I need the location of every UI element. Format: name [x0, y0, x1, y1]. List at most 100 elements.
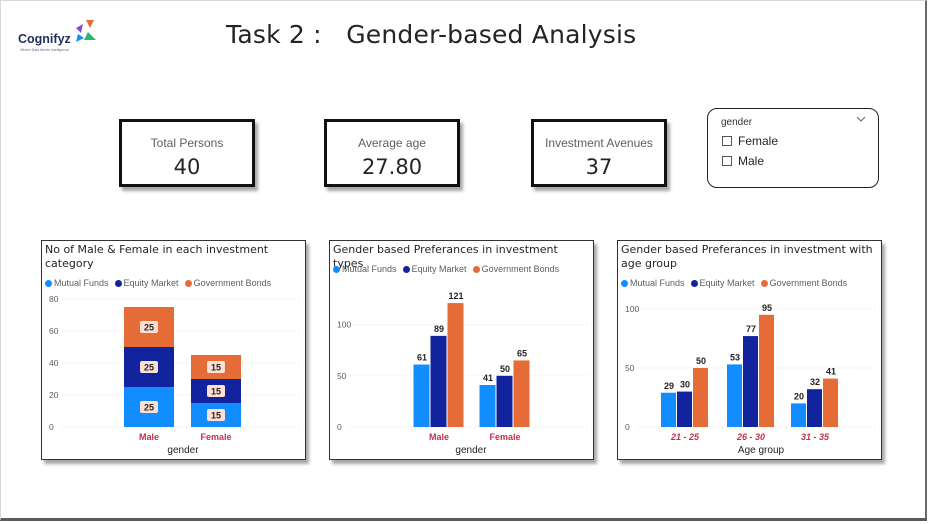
company-logo: Cognifyz Where Data Meets Intelligence: [18, 18, 98, 56]
x-axis-title: gender: [455, 445, 487, 456]
x-category-label: Male: [139, 432, 159, 442]
kpi-value: 37: [585, 155, 613, 179]
data-label: 41: [483, 373, 493, 383]
slicer-option-label: Female: [738, 134, 779, 148]
y-tick-label: 40: [49, 358, 59, 368]
legend-label: Mutual Funds: [342, 264, 397, 274]
data-label: 50: [500, 364, 510, 374]
data-label: 95: [762, 303, 772, 313]
bar: [759, 314, 774, 427]
y-tick-label: 60: [49, 326, 59, 336]
chart-title: No of Male & Female in each investment c…: [45, 243, 269, 270]
data-label-box: [207, 385, 225, 397]
data-label-box: [207, 409, 225, 421]
legend-item[interactable]: Government Bonds: [472, 264, 560, 274]
x-category-label: Male: [429, 432, 449, 442]
kpi-card-average-age[interactable]: Average age 27.80: [324, 119, 460, 187]
bar: [661, 392, 676, 427]
data-label-box: [207, 361, 225, 373]
data-label-box: [140, 361, 158, 373]
data-label: 25: [144, 323, 154, 333]
kpi-card-total-persons[interactable]: Total Persons 40: [119, 119, 255, 187]
y-tick-label: 20: [49, 390, 59, 400]
bar: [727, 364, 742, 427]
logo-tagline: Where Data Meets Intelligence: [20, 48, 70, 52]
chart-gender-preferences-types[interactable]: Gender based Preferances in investment t…: [329, 240, 594, 460]
data-label: 61: [417, 353, 427, 363]
slicer-header: gender: [721, 117, 753, 128]
bar: [447, 303, 464, 427]
logo-text: Cognifyz: [18, 32, 71, 46]
legend-label: Equity Market: [411, 264, 467, 274]
bar: [479, 385, 496, 427]
slicer-option-label: Male: [738, 154, 765, 168]
data-label: 53: [730, 352, 740, 362]
data-label: 121: [448, 291, 463, 301]
bar: [693, 367, 708, 427]
bar: [513, 360, 530, 427]
legend-label: Government Bonds: [769, 278, 848, 288]
bar: [791, 403, 806, 427]
legend-item[interactable]: Mutual Funds: [45, 278, 109, 288]
kpi-label: Total Persons: [150, 136, 224, 150]
x-category-label: 26 - 30: [736, 432, 765, 442]
legend-item[interactable]: Government Bonds: [184, 278, 271, 288]
data-label-box: [140, 401, 158, 413]
chart-plot-area: 0 50 100 29 30 50 21 - 25 53 77 95 26 - 30 20 32 41 31…: [625, 303, 876, 456]
data-label: 15: [211, 411, 221, 421]
y-tick-label: 0: [49, 422, 54, 432]
gender-slicer[interactable]: gender Female Male: [707, 108, 879, 188]
x-axis-title: gender: [167, 445, 199, 456]
x-axis-title: Age group: [738, 445, 785, 456]
data-label: 25: [144, 403, 154, 413]
legend-item[interactable]: Mutual Funds: [621, 278, 685, 288]
data-label: 15: [211, 363, 221, 373]
data-label: 77: [746, 324, 756, 334]
kpi-label: Average age: [358, 136, 426, 150]
legend-item[interactable]: Equity Market: [402, 264, 467, 274]
legend-label: Equity Market: [699, 278, 755, 288]
slicer-option-male[interactable]: Male: [722, 154, 764, 168]
data-label: 29: [664, 381, 674, 391]
legend-item[interactable]: Equity Market: [690, 278, 755, 288]
legend-label: Equity Market: [123, 278, 179, 288]
data-label: 25: [144, 363, 154, 373]
legend-item[interactable]: Mutual Funds: [333, 264, 397, 274]
checkbox-icon[interactable]: [722, 136, 732, 146]
chart-gender-count-by-category[interactable]: No of Male & Female in each investment c…: [41, 240, 306, 460]
legend-item[interactable]: Equity Market: [114, 278, 179, 288]
chevron-down-icon[interactable]: [856, 115, 866, 123]
y-tick-label: 100: [625, 304, 639, 314]
bar: [677, 391, 692, 427]
x-category-label: Female: [489, 432, 520, 442]
chart-preferences-by-age-group[interactable]: Gender based Preferances in investment w…: [617, 240, 882, 460]
checkbox-icon[interactable]: [722, 156, 732, 166]
y-tick-label: 50: [337, 371, 347, 381]
kpi-value: 27.80: [361, 155, 423, 179]
chart-title: Gender based Preferances in investment w…: [621, 243, 873, 270]
legend-label: Government Bonds: [481, 264, 560, 274]
logo-mark-icon: [76, 20, 96, 42]
x-category-label: 21 - 25: [670, 432, 700, 442]
bar: [743, 336, 758, 427]
data-label: 15: [211, 387, 221, 397]
x-category-label: 31 - 35: [801, 432, 830, 442]
data-label-box: [140, 321, 158, 333]
bar: [823, 378, 838, 427]
x-category-label: Female: [200, 432, 231, 442]
chart-legend: Mutual Funds Equity Market Government Bo…: [621, 278, 847, 288]
data-label: 30: [680, 380, 690, 390]
slicer-option-female[interactable]: Female: [722, 134, 778, 148]
y-tick-label: 0: [337, 422, 342, 432]
bar: [430, 335, 447, 427]
legend-item[interactable]: Government Bonds: [760, 278, 848, 288]
kpi-card-investment-avenues[interactable]: Investment Avenues 37: [531, 119, 667, 187]
y-tick-label: 50: [625, 363, 635, 373]
y-tick-label: 0: [625, 422, 630, 432]
bar: [496, 375, 513, 427]
chart-legend: Mutual Funds Equity Market Government Bo…: [333, 264, 559, 274]
legend-label: Mutual Funds: [630, 278, 685, 288]
data-label: 20: [794, 391, 804, 401]
